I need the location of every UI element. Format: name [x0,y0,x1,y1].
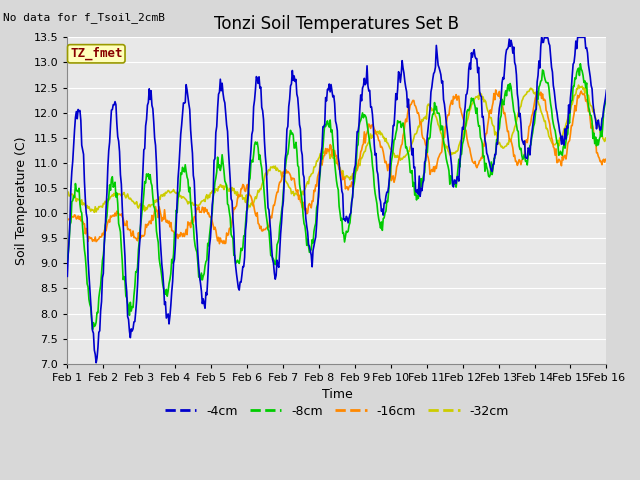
Legend: -4cm, -8cm, -16cm, -32cm: -4cm, -8cm, -16cm, -32cm [160,400,514,423]
Y-axis label: Soil Temperature (C): Soil Temperature (C) [15,136,28,265]
Title: Tonzi Soil Temperatures Set B: Tonzi Soil Temperatures Set B [214,15,460,33]
X-axis label: Time: Time [321,388,352,401]
Text: No data for f_Tsoil_2cmB: No data for f_Tsoil_2cmB [3,12,165,23]
Text: TZ_fmet: TZ_fmet [70,47,122,60]
